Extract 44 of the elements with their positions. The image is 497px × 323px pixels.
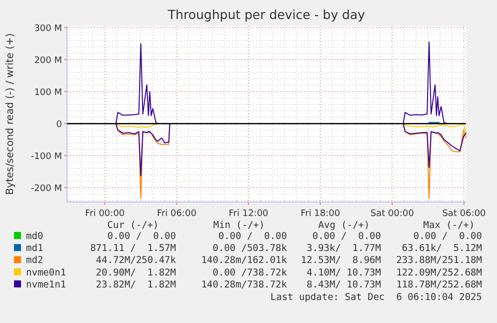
y-tick-label: -200 M (30, 184, 62, 194)
text: 233.88M/251.18M (396, 255, 482, 266)
legend-label: md1 (26, 243, 44, 254)
chart-title: Throughput per device - by day (166, 7, 366, 22)
text: Max (-/+) (423, 220, 475, 231)
text: 0.00 / 0.00 (413, 231, 482, 242)
y-axis-title: Bytes/second read (-) / write (+) (5, 33, 16, 195)
text: 23.82M/ 1.82M (96, 279, 176, 290)
text: 8.43M/ 10.73M (306, 279, 382, 290)
text: 0.00 /738.72k (212, 267, 288, 278)
text: 44.72M/250.47k (96, 255, 176, 266)
legend-label: md0 (26, 231, 44, 242)
text: 122.09M/252.68M (396, 267, 482, 278)
x-tick-label: Sat 00:00 (370, 209, 414, 219)
text: Cur (-/+) (107, 220, 159, 231)
x-tick-label: Sat 06:00 (442, 209, 486, 219)
text: 63.61k/ 5.12M (402, 243, 482, 254)
y-tick-label: 100 M (34, 88, 62, 98)
text: 3.93k/ 1.77M (306, 243, 382, 254)
text: Min (-/+) (213, 220, 265, 231)
text: 0.00 / 0.00 (218, 231, 288, 242)
text: 4.10M/ 10.73M (306, 267, 382, 278)
text: 140.28m/738.72k (201, 279, 288, 290)
legend-label: md2 (26, 255, 44, 266)
y-tick-label: -100 M (30, 152, 62, 162)
x-tick-label: Fri 00:00 (85, 209, 125, 219)
legend-label: nvme1n1 (26, 279, 66, 290)
y-tick-label: 300 M (34, 24, 62, 34)
text: 118.78M/252.68M (396, 279, 482, 290)
text: 871.11 / 1.57M (90, 243, 176, 254)
text: 140.28m/162.01k (201, 255, 288, 266)
x-tick-label: Fri 18:00 (300, 209, 340, 219)
y-tick-label: 200 M (34, 56, 62, 66)
text: 0.00 / 0.00 (107, 231, 176, 242)
text: 20.90M/ 1.82M (96, 267, 176, 278)
text: 0.00 / 0.00 (312, 231, 382, 242)
text: Last update: Sat Dec 6 06:10:04 2025 (270, 292, 482, 303)
y-tick-label: 0 (56, 120, 62, 130)
legend-label: nvme0n1 (26, 267, 66, 278)
x-tick-label: Fri 06:00 (156, 209, 197, 219)
text: Avg (-/+) (318, 220, 370, 231)
x-tick-label: Fri 12:00 (228, 209, 269, 219)
text: 0.00 /503.78k (212, 243, 288, 254)
text: 12.53M/ 8.96M (300, 255, 382, 266)
